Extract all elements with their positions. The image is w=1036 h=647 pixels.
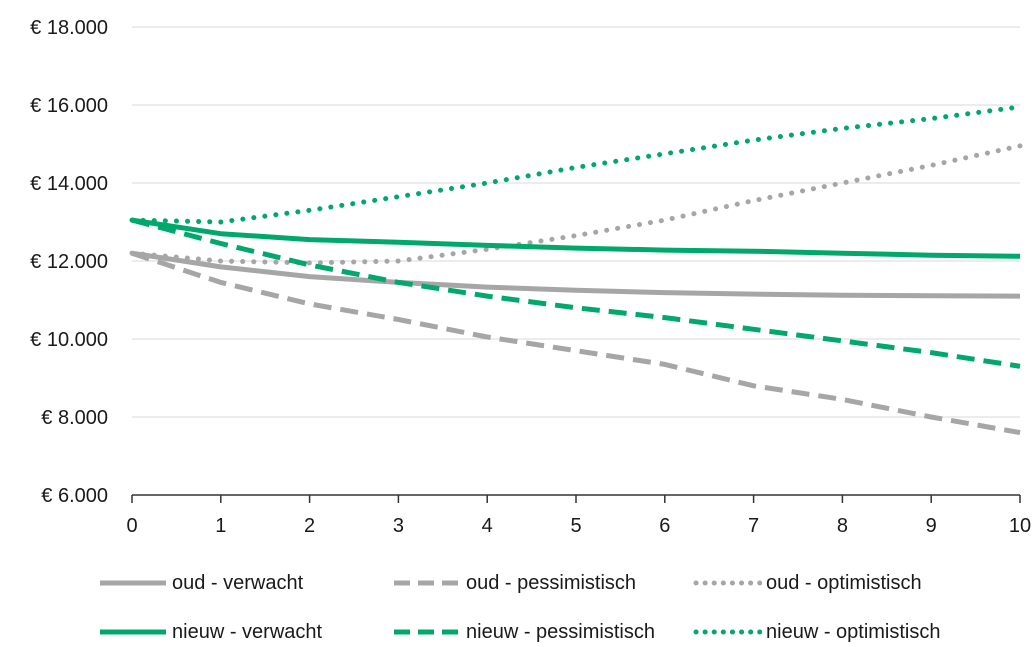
series-lines — [129, 104, 1023, 436]
x-tick-label: 1 — [215, 515, 226, 537]
y-tick-label: € 18.000 — [30, 17, 108, 39]
series-line-oud-pessimistisch — [131, 250, 1021, 436]
y-tick-label: € 14.000 — [30, 173, 108, 195]
series-line-oud-optimistisch — [129, 143, 1023, 266]
y-tick-label: € 10.000 — [30, 329, 108, 351]
x-tick-label: 7 — [748, 515, 759, 537]
y-axis-tick-labels: € 6.000 € 8.000 € 10.000 € 12.000 € 14.000 € … — [30, 17, 108, 507]
x-tick-label: 9 — [926, 515, 937, 537]
series-line-nieuw-pessimistisch — [131, 217, 1021, 369]
x-tick-label: 10 — [1009, 515, 1031, 537]
x-tick-label: 4 — [482, 515, 493, 537]
x-tick-label: 6 — [659, 515, 670, 537]
x-tick-label: 5 — [570, 515, 581, 537]
x-tick-label: 0 — [126, 515, 137, 537]
x-tick-label: 3 — [393, 515, 404, 537]
y-tick-label: € 8.000 — [41, 407, 108, 429]
y-tick-label: € 16.000 — [30, 95, 108, 117]
x-tick-label: 2 — [304, 515, 315, 537]
x-axis-tick-labels: 0 1 2 3 4 5 6 7 8 9 10 — [126, 515, 1031, 537]
series-line-nieuw-optimistisch — [129, 104, 1023, 225]
gridlines — [132, 26, 1020, 418]
x-tick-label: 8 — [837, 515, 848, 537]
series-line-nieuw-verwacht — [131, 217, 1021, 259]
y-tick-label: € 6.000 — [41, 485, 108, 507]
series-line-oud-verwacht — [131, 250, 1021, 299]
axes — [131, 494, 1021, 503]
y-tick-label: € 12.000 — [30, 251, 108, 273]
